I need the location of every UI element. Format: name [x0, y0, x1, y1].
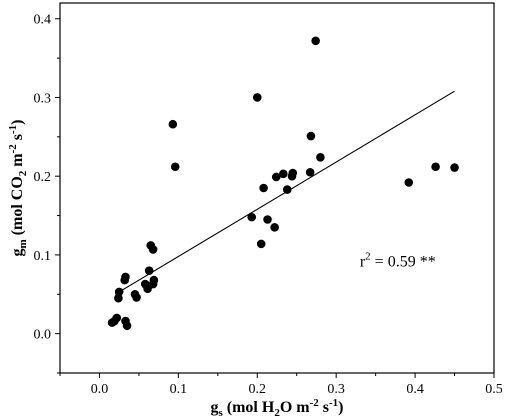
- data-point: [259, 183, 268, 193]
- plot-frame: [59, 2, 495, 374]
- data-point: [311, 36, 320, 46]
- x-tick-label: 0.2: [249, 382, 267, 397]
- data-point: [114, 293, 123, 303]
- x-tick-label: 0.3: [327, 382, 345, 397]
- x-tick-label: 0.5: [485, 382, 503, 397]
- data-point: [279, 169, 288, 179]
- data-point: [263, 215, 272, 224]
- data-point: [122, 321, 132, 331]
- data-point: [247, 212, 257, 222]
- data-points: [107, 36, 459, 331]
- data-point: [148, 245, 158, 254]
- y-tick-label: 0.3: [34, 91, 52, 106]
- data-point: [305, 167, 315, 177]
- data-point: [121, 272, 130, 282]
- data-point: [271, 172, 281, 182]
- axis-ticks: [55, 18, 495, 378]
- x-tick-label: 0.0: [91, 382, 109, 397]
- data-point: [170, 162, 180, 172]
- data-point: [112, 313, 122, 323]
- data-point: [316, 152, 325, 162]
- y-tick-label: 0.1: [34, 249, 52, 264]
- data-point: [114, 287, 124, 297]
- y-tick-label: 0.0: [34, 328, 52, 343]
- x-tick-label: 0.4: [406, 382, 424, 397]
- data-point: [404, 178, 414, 187]
- x-axis-title: gs (mol H2O m-2 s-1): [210, 397, 343, 418]
- data-point: [144, 266, 154, 275]
- data-point: [306, 131, 316, 141]
- data-point: [149, 275, 159, 285]
- data-point: [168, 119, 178, 129]
- y-axis-title: gm (mol CO2 m-2 s-1): [7, 119, 29, 256]
- tick-labels: 0.0 0.1 0.2 0.3 0.4 0.5 0.0 0.1 0.2 0.3 0.4: [34, 13, 503, 397]
- x-tick-label: 0.1: [170, 382, 188, 397]
- data-point: [270, 223, 279, 232]
- data-point: [450, 163, 459, 172]
- data-point: [431, 162, 440, 172]
- y-tick-label: 0.2: [34, 170, 52, 185]
- y-tick-label: 0.4: [34, 13, 52, 28]
- data-point: [282, 185, 292, 194]
- data-point: [132, 293, 141, 302]
- data-point: [252, 93, 262, 102]
- data-point: [256, 239, 266, 249]
- r-squared-annotation: r2 = 0.59 **: [360, 251, 436, 271]
- data-point: [288, 168, 298, 178]
